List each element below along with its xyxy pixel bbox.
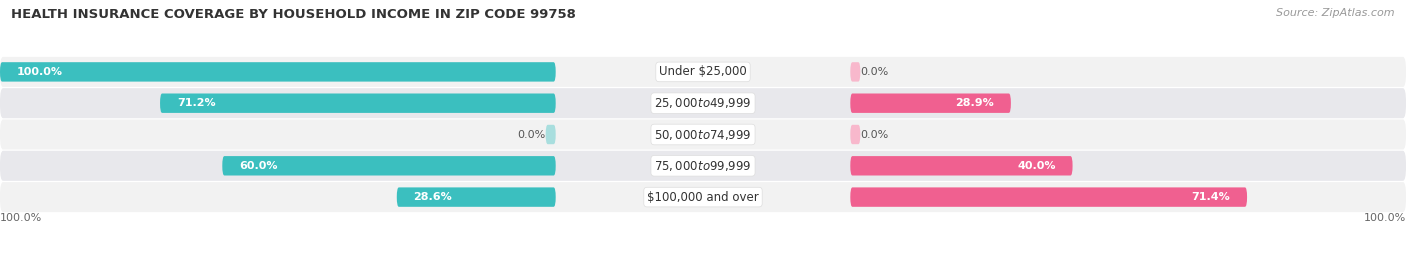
Text: 0.0%: 0.0% — [860, 67, 889, 77]
FancyBboxPatch shape — [0, 182, 1406, 212]
Text: $25,000 to $49,999: $25,000 to $49,999 — [654, 96, 752, 110]
Text: 71.2%: 71.2% — [177, 98, 215, 108]
FancyBboxPatch shape — [851, 156, 1073, 175]
FancyBboxPatch shape — [396, 187, 555, 207]
FancyBboxPatch shape — [0, 62, 555, 82]
FancyBboxPatch shape — [222, 156, 555, 175]
FancyBboxPatch shape — [546, 125, 555, 144]
FancyBboxPatch shape — [0, 151, 1406, 181]
Text: HEALTH INSURANCE COVERAGE BY HOUSEHOLD INCOME IN ZIP CODE 99758: HEALTH INSURANCE COVERAGE BY HOUSEHOLD I… — [11, 8, 576, 21]
Text: 100.0%: 100.0% — [1364, 213, 1406, 223]
Text: $50,000 to $74,999: $50,000 to $74,999 — [654, 128, 752, 141]
FancyBboxPatch shape — [0, 119, 1406, 150]
Text: 40.0%: 40.0% — [1018, 161, 1056, 171]
Text: 100.0%: 100.0% — [17, 67, 63, 77]
Text: 28.9%: 28.9% — [956, 98, 994, 108]
FancyBboxPatch shape — [851, 94, 1011, 113]
Text: Source: ZipAtlas.com: Source: ZipAtlas.com — [1277, 8, 1395, 18]
Text: 0.0%: 0.0% — [517, 129, 546, 140]
Text: $75,000 to $99,999: $75,000 to $99,999 — [654, 159, 752, 173]
Text: 0.0%: 0.0% — [860, 129, 889, 140]
FancyBboxPatch shape — [851, 187, 1247, 207]
Text: Under $25,000: Under $25,000 — [659, 65, 747, 78]
Text: 71.4%: 71.4% — [1191, 192, 1230, 202]
Text: 60.0%: 60.0% — [239, 161, 277, 171]
FancyBboxPatch shape — [160, 94, 555, 113]
Text: 28.6%: 28.6% — [413, 192, 453, 202]
FancyBboxPatch shape — [851, 125, 860, 144]
FancyBboxPatch shape — [0, 88, 1406, 118]
Text: 100.0%: 100.0% — [0, 213, 42, 223]
Text: $100,000 and over: $100,000 and over — [647, 191, 759, 204]
FancyBboxPatch shape — [0, 57, 1406, 87]
FancyBboxPatch shape — [851, 62, 860, 82]
